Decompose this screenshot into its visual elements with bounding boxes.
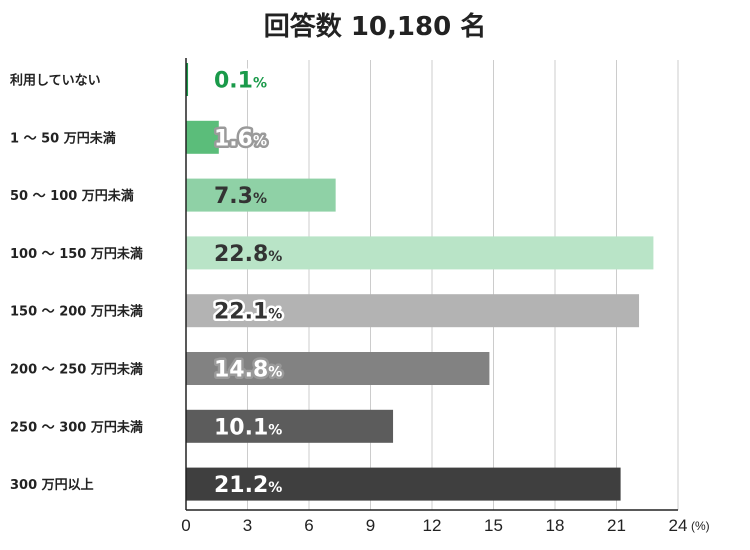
category-label: 1 ～ 50 万円未満 [10,130,116,146]
category-label: 100 ～ 150 万円未満 [10,246,143,262]
bar [186,352,490,385]
x-tick-label: 6 [304,516,313,535]
x-tick-label: 15 [484,516,503,535]
chart-title: 回答数 10,180 名 [263,12,487,42]
data-label: 14.8% [214,358,282,383]
x-tick-label: 9 [366,516,375,535]
data-label: 0.1% [214,69,267,94]
x-tick-label: 12 [423,516,442,535]
x-tick-label: 0 [181,516,190,535]
bar [186,294,640,328]
category-label: 200 ～ 250 万円未満 [10,362,143,378]
data-label: 22.1% [214,300,282,325]
data-label: 10.1% [214,415,282,440]
bar [186,63,189,96]
data-label: 21.2% [214,473,282,498]
bar [186,120,219,154]
category-label: 250 ～ 300 万円未満 [10,419,143,435]
category-label: 300 万円以上 [10,478,94,493]
category-label: 利用していない [10,73,101,89]
x-tick-label: 3 [243,516,252,535]
bar [186,236,654,270]
category-label: 150 ～ 200 万円未満 [10,304,143,320]
x-axis-unit: (%) [691,519,710,533]
data-label: 22.8% [214,242,282,267]
data-label: 1.6% [214,126,267,151]
x-tick-label: 24 [669,516,688,535]
category-label: 50 ～ 100 万円未満 [10,188,134,204]
data-label: 7.3% [214,184,267,209]
x-tick-label: 21 [607,516,626,535]
x-tick-label: 18 [546,516,565,535]
bar [186,467,621,501]
bar [186,178,336,212]
bar [186,409,394,443]
